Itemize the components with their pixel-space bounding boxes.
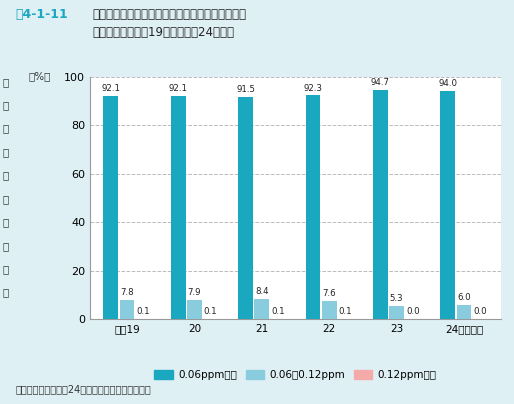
Bar bbox=[120, 300, 135, 319]
Text: 91.5: 91.5 bbox=[236, 86, 255, 95]
Bar bbox=[456, 305, 471, 319]
Text: 8.4: 8.4 bbox=[255, 287, 269, 296]
Bar bbox=[103, 96, 118, 319]
Bar bbox=[306, 95, 321, 319]
Text: 92.3: 92.3 bbox=[304, 84, 323, 93]
Text: 測: 測 bbox=[2, 147, 8, 157]
Text: 5.3: 5.3 bbox=[390, 295, 403, 303]
Text: （%）: （%） bbox=[28, 71, 51, 81]
Text: 0.0: 0.0 bbox=[473, 307, 487, 316]
Bar bbox=[440, 91, 455, 319]
Text: 7.6: 7.6 bbox=[322, 289, 336, 298]
Text: 0.1: 0.1 bbox=[339, 307, 352, 316]
Text: 7.9: 7.9 bbox=[188, 288, 201, 297]
Text: 割: 割 bbox=[2, 264, 8, 274]
Text: 0.1: 0.1 bbox=[271, 307, 285, 316]
Text: 7.8: 7.8 bbox=[120, 288, 134, 297]
Text: 図4-1-11: 図4-1-11 bbox=[15, 8, 68, 21]
Text: 定: 定 bbox=[2, 170, 8, 181]
Bar bbox=[171, 96, 186, 319]
Text: 0.0: 0.0 bbox=[406, 307, 419, 316]
Bar bbox=[322, 301, 337, 319]
Text: 別: 別 bbox=[2, 124, 8, 134]
Text: 0.1: 0.1 bbox=[204, 307, 217, 316]
Text: 合: 合 bbox=[2, 288, 8, 298]
Text: の: の bbox=[2, 241, 8, 251]
Text: 92.1: 92.1 bbox=[169, 84, 188, 93]
Bar bbox=[187, 300, 202, 319]
Text: 資料：環境省「平成24年度大気汚染状況報告書」: 資料：環境省「平成24年度大気汚染状況報告書」 bbox=[15, 384, 151, 394]
Text: 度: 度 bbox=[2, 100, 8, 110]
Text: 間: 間 bbox=[2, 217, 8, 227]
Bar bbox=[389, 306, 404, 319]
Text: 94.7: 94.7 bbox=[371, 78, 390, 87]
Bar bbox=[373, 90, 388, 319]
Bar bbox=[254, 299, 269, 319]
Text: 昼間の光化学オキシダント濃度レベル別測定時間
割合の推移（平成19年度〜平成24年度）: 昼間の光化学オキシダント濃度レベル別測定時間 割合の推移（平成19年度〜平成24… bbox=[93, 8, 247, 39]
Text: 6.0: 6.0 bbox=[457, 293, 471, 302]
Text: 92.1: 92.1 bbox=[101, 84, 120, 93]
Text: 94.0: 94.0 bbox=[438, 80, 457, 88]
Text: 時: 時 bbox=[2, 194, 8, 204]
Text: 濃: 濃 bbox=[2, 77, 8, 87]
Bar bbox=[238, 97, 253, 319]
Text: 0.1: 0.1 bbox=[136, 307, 150, 316]
Legend: 0.06ppm以下, 0.06〜0.12ppm, 0.12ppm以上: 0.06ppm以下, 0.06〜0.12ppm, 0.12ppm以上 bbox=[150, 366, 441, 384]
